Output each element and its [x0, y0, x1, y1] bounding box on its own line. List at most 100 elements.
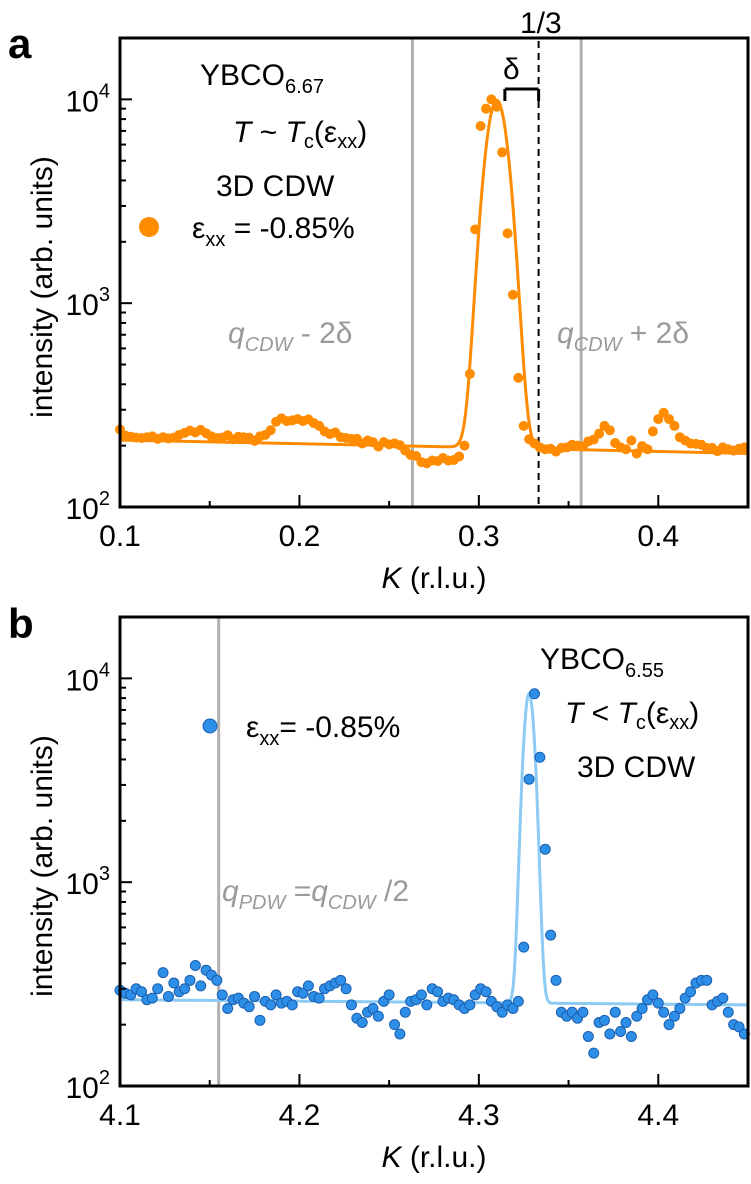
data-point [313, 992, 325, 1004]
x-tick-label: 4.1 [99, 1099, 141, 1132]
marker-label-left-a: qCDW - 2δ [228, 317, 353, 356]
data-point [481, 103, 492, 114]
x-tick-label: 0.2 [279, 520, 321, 553]
y-tick-label: 102 [66, 488, 111, 526]
data-point [345, 999, 357, 1011]
data-point [335, 974, 347, 986]
data-point [372, 1010, 384, 1022]
panel-b: b intensity (arb. units) YBCO6.55 T < Tc… [8, 600, 750, 1174]
data-point [577, 1006, 589, 1018]
legend-label-b: εxx= -0.85% [246, 711, 400, 750]
data-point [152, 983, 164, 995]
fit-curve-b [119, 690, 749, 1007]
plot-frame-b [118, 615, 750, 1088]
data-point [545, 929, 557, 941]
data-point [432, 986, 444, 998]
axis-ticks-a: 0.1 0.2 0.3 0.4 102 103 104 [66, 37, 749, 553]
sample-label-b: YBCO6.55 [540, 643, 664, 682]
data-point [464, 368, 475, 379]
y-tick-label: 103 [66, 284, 111, 322]
data-point [459, 440, 470, 451]
data-point [497, 147, 508, 158]
marker-label-b: qPDW =qCDW /2 [222, 875, 409, 914]
data-point [588, 1047, 600, 1059]
data-points-b [114, 688, 750, 1059]
cdw-label-a: 3D CDW [216, 170, 335, 203]
data-point [685, 986, 697, 998]
data-point [518, 941, 530, 953]
data-point [136, 986, 148, 998]
data-point [523, 773, 535, 785]
data-point [179, 983, 191, 995]
x-axis-title-b: K (r.l.u.) [381, 1141, 486, 1174]
data-point [609, 1006, 621, 1018]
data-point [464, 999, 476, 1011]
data-point [189, 960, 201, 972]
y-tick-label: 104 [66, 80, 111, 118]
x-tick-label: 4.4 [637, 1099, 679, 1132]
temperature-label-a: T ~ Tc(εxx) [233, 116, 367, 153]
data-point [356, 1016, 368, 1028]
y-tick-label: 102 [66, 1067, 111, 1105]
data-point [399, 1006, 411, 1018]
data-point [496, 1006, 508, 1018]
data-point [265, 999, 277, 1011]
data-point [594, 428, 605, 439]
legend-marker-b [202, 718, 218, 734]
plot-frame-a [118, 36, 750, 509]
data-point [636, 1003, 648, 1014]
data-point [394, 1028, 406, 1040]
data-point [162, 990, 174, 1002]
one-third-label: 1/3 [520, 7, 562, 40]
data-point [604, 1028, 616, 1040]
data-point [668, 1010, 680, 1022]
data-point [550, 974, 562, 986]
sample-label-a: YBCO6.67 [200, 59, 324, 98]
data-point [340, 983, 352, 995]
data-point [534, 751, 546, 763]
cdw-label-b: 3D CDW [577, 751, 696, 784]
fit-line [119, 690, 749, 1007]
data-point [222, 1003, 234, 1014]
data-point [582, 1030, 594, 1042]
data-point [717, 992, 729, 1004]
data-point [528, 688, 540, 700]
data-point [195, 980, 207, 992]
data-point [674, 1003, 686, 1014]
data-point [598, 1014, 610, 1026]
data-point [631, 1010, 643, 1022]
data-points-a [115, 94, 750, 469]
data-point [664, 414, 675, 425]
data-point [647, 989, 659, 1001]
data-point [480, 986, 492, 998]
data-point [631, 448, 642, 459]
data-point [415, 989, 427, 1001]
data-point [383, 989, 395, 1001]
data-point [518, 420, 529, 431]
x-tick-label: 0.4 [637, 520, 679, 553]
temperature-label-b: T < Tc(εxx) [565, 697, 699, 734]
legend-label-a: εxx = -0.85% [192, 212, 355, 251]
data-point [470, 224, 481, 235]
data-point [513, 372, 524, 383]
data-point [146, 992, 158, 1004]
data-point [722, 1006, 734, 1018]
legend-marker-a [139, 217, 159, 237]
data-point [539, 843, 551, 855]
data-point [486, 94, 497, 105]
data-point [157, 967, 169, 979]
data-point [491, 101, 502, 112]
data-point [652, 997, 664, 1009]
data-point [642, 444, 653, 455]
data-point [475, 121, 486, 132]
data-point [658, 1006, 670, 1018]
x-tick-label: 4.3 [458, 1099, 500, 1132]
panel-letter-a: a [8, 20, 32, 67]
data-point [502, 228, 513, 239]
axis-ticks-b: 4.1 4.2 4.3 4.4 102 103 104 [66, 616, 749, 1132]
data-point [254, 1014, 266, 1026]
data-point [663, 1019, 675, 1031]
data-point [302, 980, 314, 992]
marker-label-right-a: qCDW + 2δ [557, 317, 689, 356]
